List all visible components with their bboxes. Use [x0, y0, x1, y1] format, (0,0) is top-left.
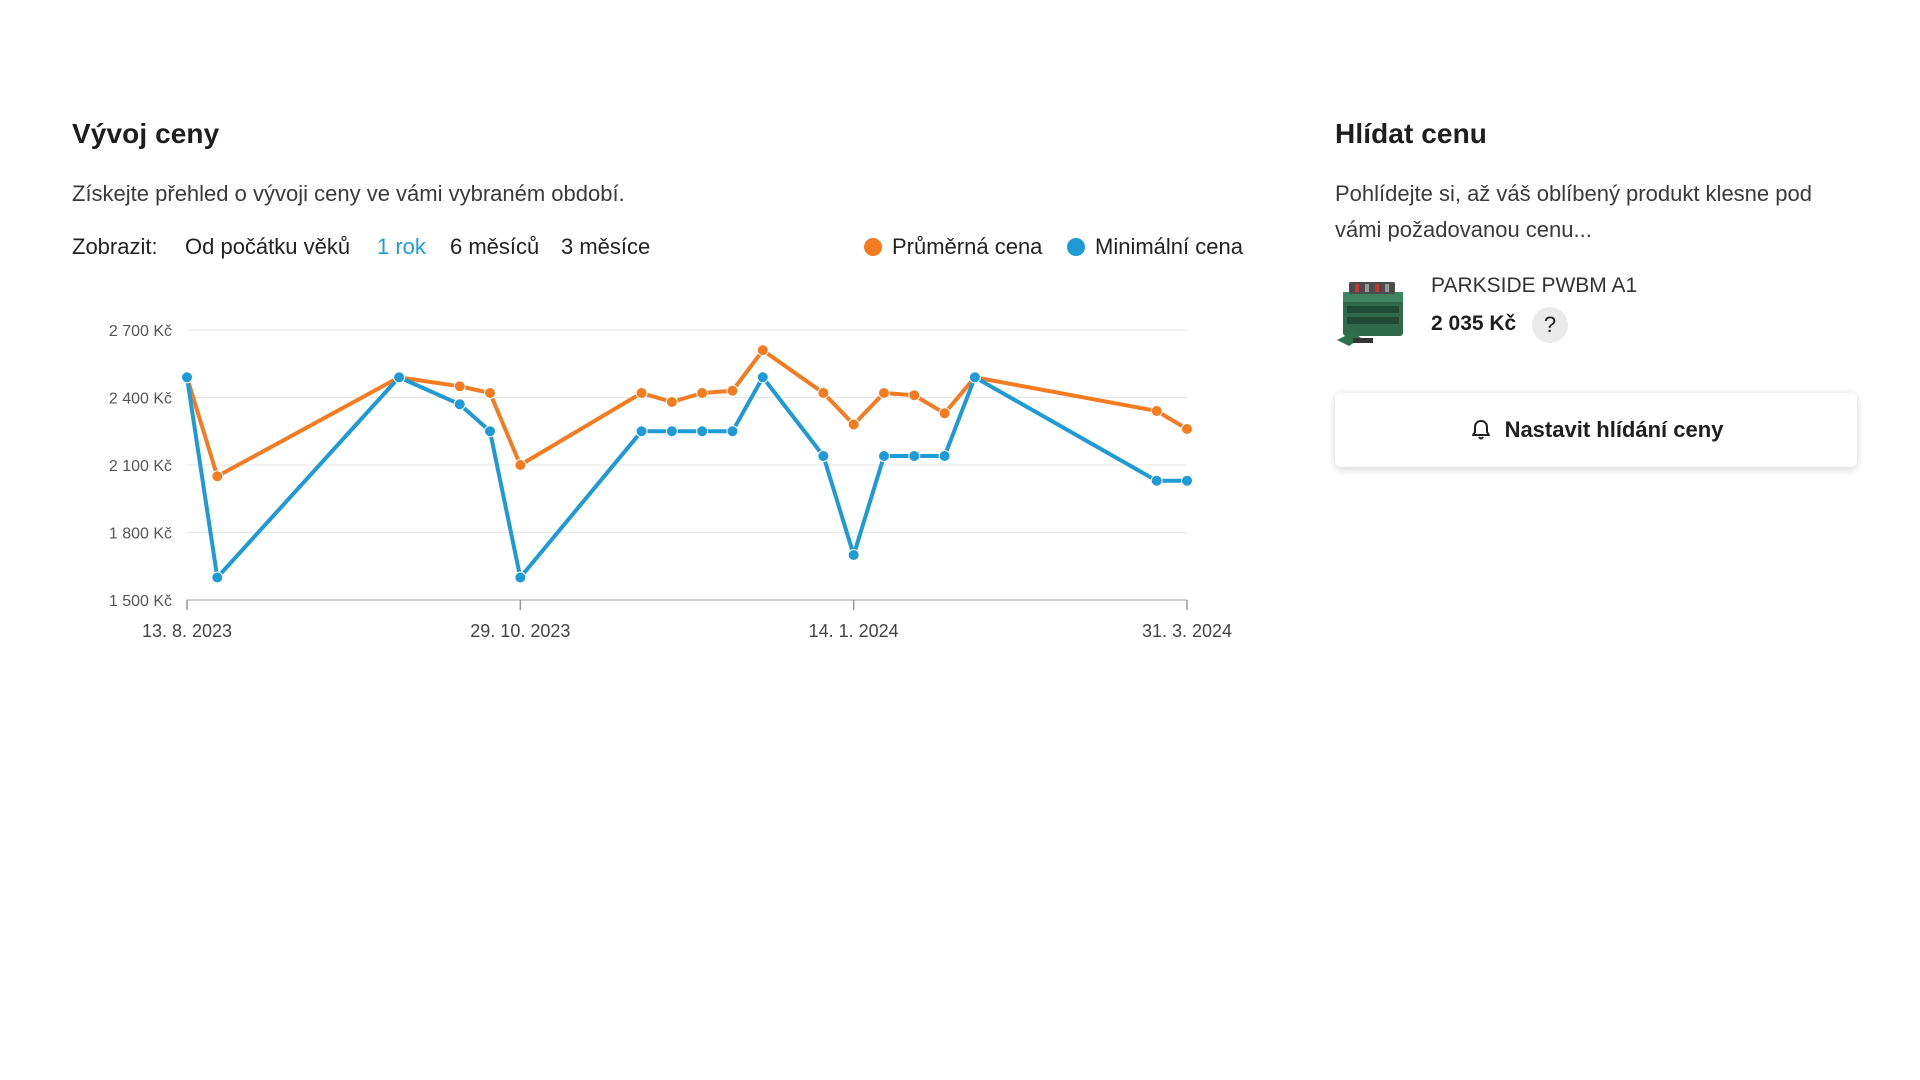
minimum-price-point — [1150, 474, 1163, 487]
y-tick-label: 1 800 Kč — [109, 526, 172, 543]
price-chart-svg: 2 700 Kč 2 400 Kč 2 100 Kč 1 800 Kč 1 500 Kč… — [109, 323, 1232, 641]
minimum-price-point — [514, 571, 527, 584]
average-price-point — [817, 387, 830, 399]
legend-minimum-label: Minimální cena — [1095, 234, 1243, 259]
minimum-price-point — [635, 425, 648, 438]
period-all-time[interactable]: Od počátku věků — [185, 234, 351, 259]
average-price-point — [1181, 423, 1193, 435]
average-price-point — [514, 459, 527, 471]
legend-average-label: Průměrná cena — [892, 234, 1043, 259]
minimum-price-point — [847, 549, 860, 561]
minimum-price-line — [185, 375, 1187, 580]
y-tick-label: 1 500 Kč — [109, 593, 172, 610]
period-1-year[interactable]: 1 rok — [377, 234, 426, 259]
minimum-price-point — [181, 371, 193, 384]
minimum-price-point — [484, 425, 497, 438]
product-image — [1337, 282, 1403, 346]
average-price-point — [1150, 405, 1163, 417]
price-watch-title: Hlídat cenu — [1335, 118, 1488, 149]
set-price-watch-button[interactable]: Nastavit hlídání ceny — [1335, 393, 1857, 467]
minimum-price-point — [817, 450, 830, 462]
minimum-price-point — [938, 450, 951, 462]
show-label: Zobrazit: — [72, 234, 158, 259]
minimum-price-point — [726, 425, 739, 438]
average-price-point — [211, 470, 224, 483]
price-watch-section: Hlídat cenu Pohlídejte si, až váš oblíbe… — [1335, 118, 1865, 360]
average-price-point — [665, 396, 678, 408]
y-tick-label: 2 700 Kč — [109, 323, 172, 340]
chart-toolbar: Zobrazit: Od počátku věků 1 rok 6 měsíců… — [72, 234, 1272, 270]
average-price-point — [756, 344, 769, 357]
period-3-months[interactable]: 3 měsíce — [561, 234, 651, 259]
minimum-price-point — [696, 425, 709, 438]
legend-average-dot — [864, 238, 882, 256]
legend-average-price: Průměrná cena — [864, 234, 1042, 260]
price-history-title: Vývoj ceny — [72, 118, 220, 149]
minimum-price-point — [968, 371, 981, 384]
average-price-point — [726, 384, 739, 397]
legend-minimum-dot — [1067, 238, 1085, 256]
minimum-price-point — [453, 398, 466, 411]
price-history-section: Vývoj ceny Získejte přehled o vývoji cen… — [72, 118, 1272, 270]
minimum-price-point — [908, 450, 921, 462]
minimum-price-point — [393, 371, 406, 384]
x-tick-label: 31. 3. 2024 — [1142, 621, 1232, 641]
product-name: PARKSIDE PWBM A1 — [1431, 274, 1638, 297]
x-tick-label: 14. 1. 2024 — [809, 621, 899, 641]
average-price-point — [484, 387, 497, 399]
minimum-price-point — [665, 425, 678, 438]
period-6-months[interactable]: 6 měsíců — [450, 234, 540, 259]
price-watch-description: Pohlídejte si, až váš oblíbený produkt k… — [1335, 181, 1812, 242]
average-price-point — [453, 380, 466, 393]
minimum-price-point — [877, 450, 890, 462]
price-help-button[interactable]: ? — [1532, 307, 1568, 343]
minimum-price-point — [211, 571, 224, 584]
bell-icon — [1471, 420, 1490, 440]
average-price-point — [847, 418, 860, 431]
y-tick-label: 2 100 Kč — [109, 458, 172, 475]
x-tick-label: 13. 8. 2023 — [142, 621, 232, 641]
x-tick-label: 29. 10. 2023 — [470, 621, 570, 641]
average-price-point — [908, 389, 921, 402]
minimum-price-point — [756, 371, 769, 384]
product-card: PARKSIDE PWBM A1 2 035 Kč ? — [1335, 274, 1865, 360]
product-price: 2 035 Kč — [1431, 312, 1517, 335]
price-history-description: Získejte přehled o vývoji ceny ve vámi v… — [72, 181, 625, 206]
average-price-point — [635, 387, 648, 399]
set-price-watch-label: Nastavit hlídání ceny — [1504, 417, 1724, 442]
minimum-price-point — [1181, 474, 1193, 487]
legend-minimum-price: Minimální cena — [1067, 234, 1243, 260]
average-price-point — [877, 387, 890, 399]
price-chart: 2 700 Kč 2 400 Kč 2 100 Kč 1 800 Kč 1 500 Kč… — [72, 300, 1262, 665]
average-price-point — [696, 387, 709, 399]
y-tick-label: 2 400 Kč — [109, 391, 172, 408]
average-price-point — [938, 407, 951, 420]
